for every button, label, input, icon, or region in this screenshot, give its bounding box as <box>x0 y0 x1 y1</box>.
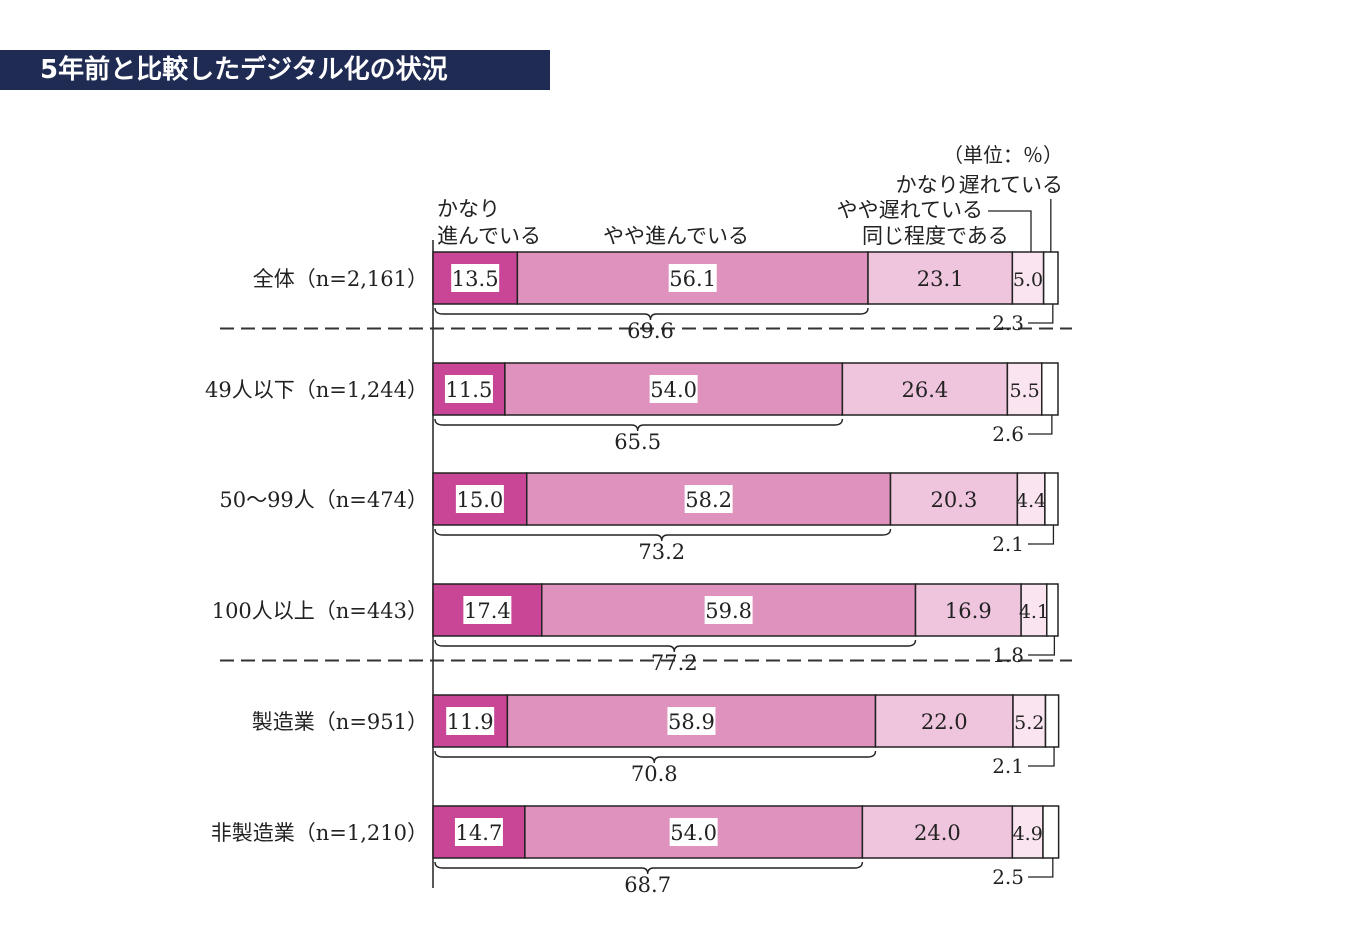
value-label: 5.5 <box>1009 380 1039 402</box>
value-label: 11.9 <box>447 710 494 734</box>
leader-line <box>1028 304 1054 324</box>
page-title: 5年前と比較したデジタル化の状況 <box>40 55 448 85</box>
bar-segment <box>874 694 1014 748</box>
legend-label: 進んでいる <box>437 224 541 248</box>
value-label: 58.2 <box>685 488 732 512</box>
value-label-box <box>669 818 718 846</box>
sum-label: 68.7 <box>624 873 671 897</box>
category-label: 49人以下（n=1,244） <box>205 378 428 402</box>
leader-line <box>1028 858 1054 878</box>
bar-segment <box>1011 251 1045 305</box>
value-label: 24.0 <box>914 821 961 845</box>
leader-line <box>1028 415 1053 435</box>
value-label: 20.3 <box>931 488 978 512</box>
bar-segment <box>1041 362 1059 416</box>
value-label-box <box>463 596 512 624</box>
value-label: 54.0 <box>670 821 717 845</box>
bar-segment <box>1046 583 1059 637</box>
value-label: 2.5 <box>992 865 1024 889</box>
value-label: 16.9 <box>945 599 992 623</box>
value-label-box <box>451 264 500 292</box>
value-label: 13.5 <box>452 267 499 291</box>
legend-label: やや遅れている <box>837 198 983 222</box>
value-label: 22.0 <box>921 710 968 734</box>
value-label-box <box>684 485 733 513</box>
value-label: 4.9 <box>1013 823 1043 845</box>
value-label: 17.4 <box>464 599 511 623</box>
sum-label: 70.8 <box>631 762 678 786</box>
sum-brace <box>434 639 917 653</box>
value-label-box <box>444 375 493 403</box>
bar-segment <box>867 251 1014 305</box>
sum-label: 65.5 <box>614 430 661 454</box>
value-label: 5.2 <box>1014 712 1044 734</box>
title-bar: 5年前と比較したデジタル化の状況 <box>0 50 550 90</box>
bar-segment <box>841 362 1009 416</box>
bar-segment <box>1016 472 1046 526</box>
bar-segment <box>889 472 1019 526</box>
sum-brace <box>434 418 844 432</box>
value-label: 4.1 <box>1019 601 1049 623</box>
legend-label: かなり <box>437 197 500 221</box>
category-label: 製造業（n=951） <box>252 710 428 734</box>
value-label-box <box>455 485 504 513</box>
value-label: 26.4 <box>901 378 948 402</box>
value-label: 5.0 <box>1013 269 1043 291</box>
value-label-box <box>649 375 698 403</box>
legend-label: やや進んでいる <box>603 224 749 248</box>
leader-line <box>1028 525 1055 545</box>
value-label: 2.1 <box>992 754 1024 778</box>
bar-segment <box>861 805 1014 859</box>
value-label: 2.1 <box>992 532 1024 556</box>
sum-brace <box>434 528 892 542</box>
sum-label: 69.6 <box>627 319 674 343</box>
value-label: 4.4 <box>1016 490 1046 512</box>
sum-brace <box>434 307 869 321</box>
value-label: 2.3 <box>992 311 1024 335</box>
leader-line <box>1028 636 1056 656</box>
category-label: 100人以上（n=443） <box>212 599 428 623</box>
bar-segment <box>1011 805 1044 859</box>
category-label: 全体（n=2,161） <box>253 267 428 291</box>
legend-label: かなり遅れている <box>896 173 1063 197</box>
bar-segment <box>1044 694 1060 748</box>
bar-segment <box>1042 805 1060 859</box>
category-label: 50～99人（n=474） <box>219 488 428 512</box>
category-label: 非製造業（n=1,210） <box>211 821 428 845</box>
value-label: 1.8 <box>992 643 1024 667</box>
value-label: 58.9 <box>668 710 715 734</box>
leader-line <box>1028 747 1055 767</box>
bar-segment <box>914 583 1022 637</box>
bar-segment <box>1042 251 1059 305</box>
value-label-box <box>454 818 503 846</box>
value-label: 54.0 <box>650 378 697 402</box>
sum-brace <box>434 750 877 764</box>
sum-label: 77.2 <box>651 651 698 675</box>
value-label: 15.0 <box>456 488 503 512</box>
value-label-box <box>668 264 717 292</box>
bar-segment <box>1020 583 1048 637</box>
value-label: 59.8 <box>705 599 752 623</box>
value-label: 14.7 <box>456 821 503 845</box>
value-label-box <box>446 707 495 735</box>
bar-segment <box>1006 362 1043 416</box>
sum-label: 73.2 <box>638 540 685 564</box>
bar-segment <box>1044 472 1059 526</box>
value-label: 23.1 <box>917 267 964 291</box>
value-label: 56.1 <box>669 267 716 291</box>
sum-brace <box>434 861 864 875</box>
bar-segment <box>432 472 528 526</box>
legend-label: 同じ程度である <box>862 224 1009 248</box>
value-label-box <box>667 707 716 735</box>
value-label-box <box>704 596 753 624</box>
value-label: 2.6 <box>992 422 1024 446</box>
legend-leader <box>988 210 1032 252</box>
value-label: 11.5 <box>446 378 493 402</box>
unit-note: （単位：％） <box>943 143 1063 167</box>
